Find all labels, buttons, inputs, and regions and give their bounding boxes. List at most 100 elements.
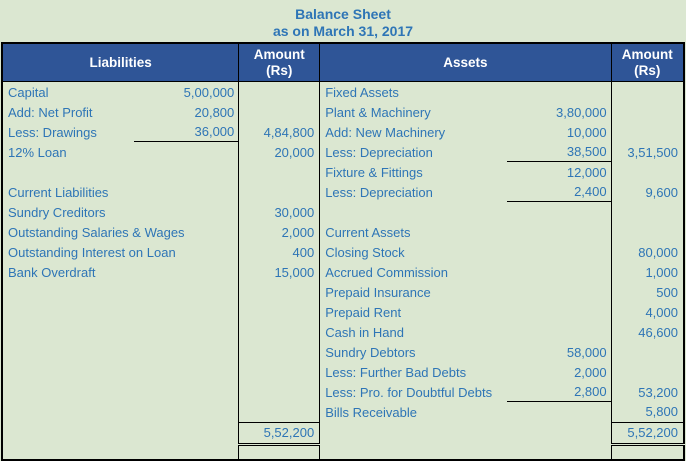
row-label-right: Bills Receivable bbox=[325, 404, 417, 420]
row-amount-right: 3,51,500 bbox=[610, 142, 684, 162]
assets-cell: Fixed Assets bbox=[320, 82, 611, 103]
liabilities-cell bbox=[2, 382, 239, 402]
assets-cell: Plant & Machinery 3,80,000 bbox=[320, 102, 611, 122]
amount-label: Amount bbox=[621, 46, 673, 62]
row-amount-left: 20,000 bbox=[238, 142, 321, 162]
row-label-right bbox=[320, 202, 610, 222]
row-label-left bbox=[3, 162, 238, 182]
row-label-left: Less: Drawings bbox=[8, 124, 97, 140]
row-inner-figure-left: 5,00,000 bbox=[183, 84, 235, 100]
row-label-left: Add: Net Profit bbox=[8, 104, 93, 120]
row-inner-figure-right: 2,800 bbox=[506, 382, 611, 402]
row-amount-right bbox=[610, 102, 684, 122]
liabilities-column-header: Liabilities bbox=[1, 42, 240, 82]
liabilities-cell: Outstanding Salaries & Wages bbox=[2, 222, 239, 242]
table-row: Cash in Hand 46,600 bbox=[2, 322, 684, 342]
row-amount-left: 30,000 bbox=[238, 202, 321, 222]
row-inner-figure-right: 10,000 bbox=[566, 124, 607, 140]
row-label-left: Outstanding Salaries & Wages bbox=[8, 224, 185, 240]
row-amount-right bbox=[610, 342, 684, 362]
row-inner-figure-right: 12,000 bbox=[566, 164, 607, 180]
assets-cell: Less: Pro. for Doubtful Debts 2,800 bbox=[320, 382, 611, 402]
row-label-left bbox=[3, 342, 238, 362]
total-assets-label-cell bbox=[320, 422, 611, 444]
row-label-left: 12% Loan bbox=[8, 144, 67, 160]
liabilities-cell: Current Liabilities bbox=[2, 182, 239, 202]
assets-cell: Less: Further Bad Debts 2,000 bbox=[320, 362, 611, 382]
total-assets-amount: 5,52,200 bbox=[610, 421, 684, 446]
row-amount-right: 5,800 bbox=[610, 402, 684, 422]
row-amount-left bbox=[238, 322, 321, 342]
balance-sheet-table: Liabilities Amount (Rs) Assets Amount (R… bbox=[1, 42, 685, 461]
row-label-right: Add: New Machinery bbox=[325, 124, 446, 140]
table-row: Less: Further Bad Debts 2,000 bbox=[2, 362, 684, 382]
row-amount-left bbox=[238, 382, 321, 402]
row-label-left bbox=[3, 282, 238, 302]
row-label-right: Prepaid Rent bbox=[325, 304, 402, 320]
table-row: Outstanding Interest on Loan 400 Closing S… bbox=[2, 242, 684, 262]
row-amount-left: 4,84,800 bbox=[238, 122, 321, 142]
row-amount-right: 500 bbox=[610, 282, 684, 302]
row-label-right: Current Assets bbox=[325, 224, 411, 240]
bottom-empty-row bbox=[2, 444, 684, 460]
total-liabilities-amount: 5,52,200 bbox=[238, 421, 321, 446]
title-area: Balance Sheet as on March 31, 2017 bbox=[0, 0, 686, 42]
liabilities-cell bbox=[2, 342, 239, 362]
row-amount-right bbox=[610, 162, 684, 182]
sheet-subtitle: as on March 31, 2017 bbox=[272, 23, 414, 39]
row-label-right: Less: Pro. for Doubtful Debts bbox=[325, 384, 493, 400]
liabilities-cell bbox=[2, 302, 239, 322]
row-label-right: Less: Further Bad Debts bbox=[325, 364, 467, 380]
assets-cell bbox=[320, 202, 611, 222]
row-label-left: Current Liabilities bbox=[8, 184, 109, 200]
row-amount-left bbox=[238, 342, 321, 362]
row-label-right: Cash in Hand bbox=[325, 324, 404, 340]
assets-cell: Add: New Machinery 10,000 bbox=[320, 122, 611, 142]
table-row: Less: Drawings 36,000 4,84,800 Add: New Mac… bbox=[2, 122, 684, 142]
table-row: Sundry Creditors 30,000 bbox=[2, 202, 684, 222]
row-label-right: Fixture & Fittings bbox=[325, 164, 423, 180]
assets-cell: Less: Depreciation 2,400 bbox=[320, 182, 611, 202]
amount-unit: (Rs) bbox=[266, 62, 293, 78]
row-label-right: Sundry Debtors bbox=[325, 344, 416, 360]
table-row: Capital 5,00,000 Fixed Assets bbox=[2, 81, 684, 103]
liabilities-cell: Less: Drawings 36,000 bbox=[2, 122, 239, 142]
assets-cell: Closing Stock bbox=[320, 242, 611, 262]
row-label-left: Outstanding Interest on Loan bbox=[8, 244, 176, 260]
table-row: Bills Receivable 5,800 bbox=[2, 402, 684, 422]
row-amount-right: 9,600 bbox=[610, 182, 684, 202]
liabilities-cell: Add: Net Profit 20,800 bbox=[2, 102, 239, 122]
amount-unit: (Rs) bbox=[634, 62, 661, 78]
table-row: Outstanding Salaries & Wages 2,000 Current… bbox=[2, 222, 684, 242]
row-inner-figure-left: 36,000 bbox=[134, 122, 239, 142]
row-amount-right bbox=[610, 362, 684, 382]
table-row: Less: Pro. for Doubtful Debts 2,800 53,200 bbox=[2, 382, 684, 402]
assets-cell: Prepaid Insurance bbox=[320, 282, 611, 302]
row-amount-right: 46,600 bbox=[610, 322, 684, 342]
header-row: Liabilities Amount (Rs) Assets Amount (R… bbox=[1, 42, 685, 82]
row-amount-right bbox=[610, 222, 684, 242]
row-amount-left bbox=[238, 182, 321, 202]
row-amount-left bbox=[238, 282, 321, 302]
liabilities-cell: Sundry Creditors bbox=[2, 202, 239, 222]
row-amount-left bbox=[238, 162, 321, 182]
row-amount-right: 80,000 bbox=[610, 242, 684, 262]
assets-cell: Current Assets bbox=[320, 222, 611, 242]
table-row: Prepaid Insurance 500 bbox=[2, 282, 684, 302]
row-amount-left: 15,000 bbox=[238, 262, 321, 282]
table-row: Bank Overdraft 15,000 Accrued Commission 1,… bbox=[2, 262, 684, 282]
row-amount-right: 53,200 bbox=[610, 382, 684, 402]
table-body: Capital 5,00,000 Fixed Assets Add: Net Prof… bbox=[2, 81, 684, 422]
liabilities-cell: 12% Loan bbox=[2, 142, 239, 162]
sheet-title: Balance Sheet bbox=[295, 6, 391, 22]
row-inner-figure-right: 2,400 bbox=[506, 182, 611, 202]
assets-cell: Bills Receivable bbox=[320, 402, 611, 422]
table-row: Fixture & Fittings 12,000 bbox=[2, 162, 684, 182]
row-label-left: Sundry Creditors bbox=[8, 204, 106, 220]
assets-cell: Less: Depreciation 38,500 bbox=[320, 142, 611, 162]
liabilities-cell: Outstanding Interest on Loan bbox=[2, 242, 239, 262]
liabilities-cell bbox=[2, 282, 239, 302]
assets-column-header: Assets bbox=[319, 42, 612, 82]
assets-cell: Accrued Commission bbox=[320, 262, 611, 282]
